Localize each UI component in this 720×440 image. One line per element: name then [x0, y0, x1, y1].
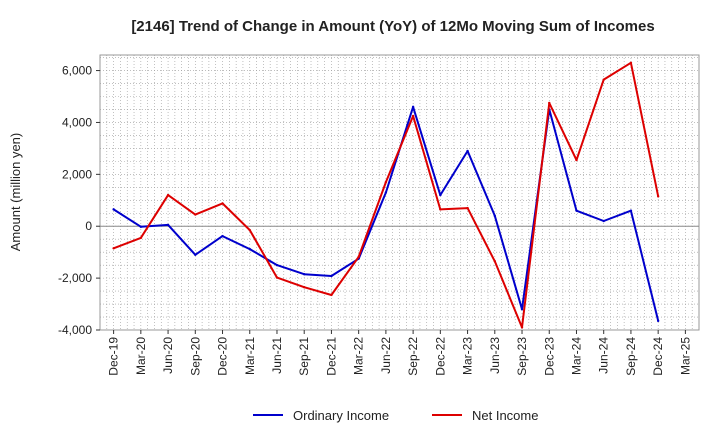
- x-tick-label: Dec-20: [216, 337, 230, 376]
- x-tick-label: Jun-22: [379, 337, 393, 374]
- x-tick-label: Mar-25: [678, 337, 692, 375]
- chart-title: [2146] Trend of Change in Amount (YoY) o…: [131, 18, 654, 35]
- x-tick-label: Mar-23: [461, 337, 475, 375]
- x-tick-label: Sep-20: [188, 337, 202, 376]
- net-income-point: [548, 101, 551, 105]
- net-income-point: [575, 158, 578, 162]
- legend-label-ordinary-income: Ordinary Income: [293, 408, 389, 423]
- net-income-point: [466, 206, 469, 210]
- y-axis: -4,000 -2,000 0 2,000 4,000 6,000: [58, 64, 100, 337]
- y-tick-label: 4,000: [62, 115, 92, 129]
- ordinary-income-point: [194, 253, 197, 256]
- net-income-point: [656, 195, 660, 198]
- ordinary-income-point: [112, 208, 115, 211]
- net-income-point: [248, 228, 251, 232]
- ordinary-income-point: [575, 209, 578, 212]
- x-tick-label: Dec-19: [107, 337, 121, 376]
- ordinary-income-point: [439, 193, 442, 197]
- ordinary-income-point: [248, 247, 251, 251]
- ordinary-income-point: [384, 191, 388, 194]
- y-axis-label: Amount (million yen): [8, 133, 23, 252]
- x-tick-label: Mar-24: [569, 337, 583, 375]
- net-income-point: [275, 276, 279, 279]
- net-income-point: [629, 61, 633, 64]
- ordinary-income-point: [275, 263, 279, 267]
- net-income-point: [303, 285, 306, 289]
- x-tick-label: Mar-20: [134, 337, 148, 375]
- plot-area: [99, 54, 700, 331]
- net-income-point: [194, 213, 197, 216]
- x-tick-label: Jun-23: [488, 337, 502, 374]
- ordinary-income-point: [330, 274, 333, 278]
- ordinary-income-point: [303, 273, 306, 276]
- x-tick-label: Dec-24: [651, 337, 665, 376]
- y-tick-label: 2,000: [62, 167, 92, 181]
- ordinary-income-point: [629, 209, 633, 212]
- y-tick-label: -2,000: [58, 271, 92, 285]
- net-income-point: [139, 236, 143, 240]
- series-group: [112, 61, 660, 329]
- ordinary-income-point: [493, 214, 496, 218]
- ordinary-income-point: [221, 234, 224, 238]
- ordinary-income-point: [520, 308, 524, 311]
- net-income-point: [357, 255, 360, 259]
- net-income-point: [166, 193, 170, 197]
- y-tick-label: 6,000: [62, 64, 92, 78]
- x-tick-label: Dec-21: [324, 337, 338, 376]
- net-income-point: [112, 247, 115, 250]
- x-tick-label: Sep-23: [515, 337, 529, 376]
- x-tick-label: Mar-22: [352, 337, 366, 375]
- x-tick-label: Jun-24: [597, 337, 611, 374]
- net-income-point: [520, 326, 524, 329]
- x-tick-label: Sep-21: [297, 337, 311, 376]
- x-tick-label: Mar-21: [243, 337, 257, 375]
- ordinary-income-point: [466, 149, 469, 153]
- ordinary-income-point: [656, 319, 660, 323]
- y-tick-label: -4,000: [58, 323, 92, 337]
- y-tick-label: 0: [85, 219, 92, 233]
- ordinary-income-point: [166, 223, 170, 227]
- net-income-point: [439, 208, 442, 211]
- x-tick-label: Sep-24: [624, 337, 638, 376]
- net-income-point: [384, 180, 388, 184]
- net-income-point: [221, 202, 224, 205]
- net-income-point: [602, 78, 605, 81]
- legend: Ordinary Income Net Income: [253, 408, 538, 423]
- ordinary-income-point: [139, 225, 143, 228]
- net-income-point: [493, 260, 496, 263]
- legend-label-net-income: Net Income: [472, 408, 538, 423]
- x-tick-label: Jun-20: [161, 337, 175, 374]
- x-tick-label: Dec-22: [433, 337, 447, 376]
- net-income-point: [411, 114, 415, 118]
- x-tick-label: Jun-21: [270, 337, 284, 374]
- ordinary-income-point: [602, 219, 605, 223]
- net-income-point: [330, 293, 333, 297]
- ordinary-income-point: [411, 105, 415, 109]
- x-tick-label: Dec-23: [542, 337, 556, 376]
- x-tick-label: Sep-22: [406, 337, 420, 376]
- x-axis: Dec-19 Mar-20 Jun-20 Sep-20 Dec-20 Mar-21 Jun-…: [107, 330, 692, 376]
- grid: [100, 55, 699, 330]
